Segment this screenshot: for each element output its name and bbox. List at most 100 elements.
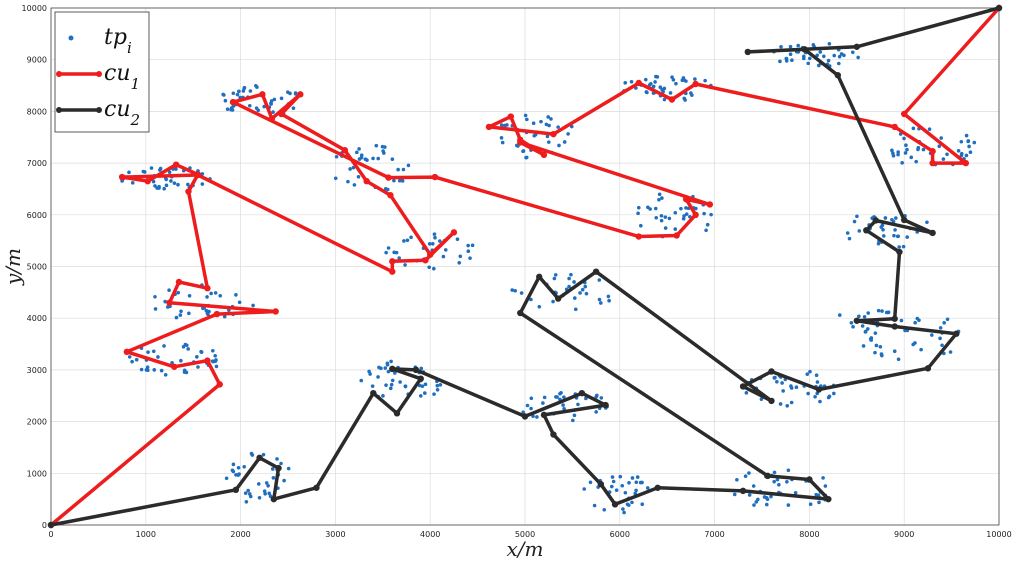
tp-point	[607, 298, 611, 303]
tp-point	[673, 210, 678, 215]
tp-point	[370, 384, 375, 388]
cu1-waypoint	[389, 268, 396, 275]
cu1-waypoint	[550, 130, 557, 138]
tp-point	[580, 287, 585, 292]
tp-point	[179, 358, 183, 363]
tp-point	[201, 306, 205, 311]
tp-point	[551, 299, 555, 304]
tp-point	[789, 386, 794, 390]
tp-point	[659, 218, 664, 223]
tp-point	[529, 297, 533, 302]
tp-point	[578, 291, 582, 295]
cu2-waypoint	[953, 330, 960, 337]
tp-point	[618, 474, 623, 479]
tp-point	[430, 241, 435, 246]
tp-point	[896, 152, 900, 157]
tp-point	[808, 369, 812, 374]
tp-point	[204, 308, 209, 313]
tp-point	[393, 371, 397, 375]
x-tick-label: 0	[48, 530, 53, 539]
y-tick-label: 2000	[27, 418, 47, 427]
tp-point	[396, 167, 400, 172]
tp-point	[842, 53, 846, 58]
tp-point	[127, 355, 132, 359]
tp-point	[423, 391, 427, 395]
tp-point	[940, 343, 944, 348]
cu1-waypoint	[706, 201, 714, 208]
tp-point	[162, 186, 166, 191]
tp-point	[599, 396, 604, 400]
tp-point	[244, 499, 249, 504]
tp-point	[660, 196, 664, 200]
tp-point	[639, 223, 643, 228]
tp-point	[869, 338, 874, 342]
cu1-waypoint	[385, 174, 392, 181]
cu2-waypoint	[891, 323, 898, 330]
tp-point	[571, 418, 575, 423]
tp-point	[610, 475, 615, 479]
tp-point	[788, 52, 793, 57]
tp-point	[648, 207, 652, 211]
tp-point	[915, 316, 920, 321]
tp-point	[693, 77, 697, 81]
tp-point	[636, 205, 641, 210]
tp-point	[956, 149, 961, 153]
legend-cu2-marker	[96, 107, 102, 113]
cu1-waypoint	[422, 257, 429, 264]
cu1-waypoint	[485, 123, 493, 131]
tp-point	[916, 147, 920, 152]
tp-point	[900, 161, 904, 165]
cu2-waypoint	[313, 484, 320, 491]
tp-point	[389, 382, 394, 387]
tp-point	[658, 85, 663, 90]
tp-point	[159, 368, 164, 373]
tp-point	[861, 344, 866, 348]
tp-point	[376, 375, 380, 379]
tp-point	[438, 239, 442, 243]
tp-point	[521, 410, 525, 415]
cu2-waypoint	[853, 317, 860, 324]
tp-point	[134, 357, 139, 362]
tp-point	[876, 308, 881, 313]
tp-point	[860, 324, 865, 328]
tp-point	[523, 113, 528, 118]
cu1-waypoint	[692, 80, 699, 88]
tp-point	[279, 461, 283, 466]
tp-point	[945, 317, 950, 322]
tp-point	[816, 63, 821, 68]
tp-point	[205, 295, 209, 299]
tp-point	[457, 260, 462, 265]
tp-point	[162, 344, 166, 348]
tp-point	[348, 167, 352, 171]
tp-point	[772, 375, 777, 380]
tp-point	[402, 239, 406, 243]
x-tick-label: 4000	[420, 530, 440, 539]
tp-point	[403, 263, 407, 267]
tp-point	[264, 481, 269, 485]
tp-point	[230, 108, 235, 112]
tp-point	[807, 56, 812, 61]
tp-point	[849, 321, 854, 325]
tp-point	[409, 235, 413, 240]
tp-point	[966, 139, 971, 143]
cu2-waypoint	[521, 413, 529, 420]
x-tick-label: 1000	[136, 530, 156, 539]
cu1-waypoint	[387, 191, 394, 199]
tp-point	[514, 143, 519, 148]
tp-point	[359, 155, 364, 160]
tp-point	[401, 167, 406, 172]
tp-point	[269, 99, 274, 103]
tp-point	[455, 237, 460, 242]
tp-point	[231, 469, 236, 474]
tp-point	[752, 503, 756, 507]
tp-point	[267, 491, 272, 496]
cu1-waypoint	[540, 151, 548, 159]
tp-point	[599, 301, 603, 305]
tp-point	[271, 110, 275, 114]
tp-point	[542, 395, 547, 400]
tp-point	[668, 91, 673, 95]
tp-point	[892, 349, 897, 354]
tp-point	[237, 472, 241, 476]
cu1-waypoint	[118, 173, 126, 181]
tp-point	[383, 187, 388, 191]
